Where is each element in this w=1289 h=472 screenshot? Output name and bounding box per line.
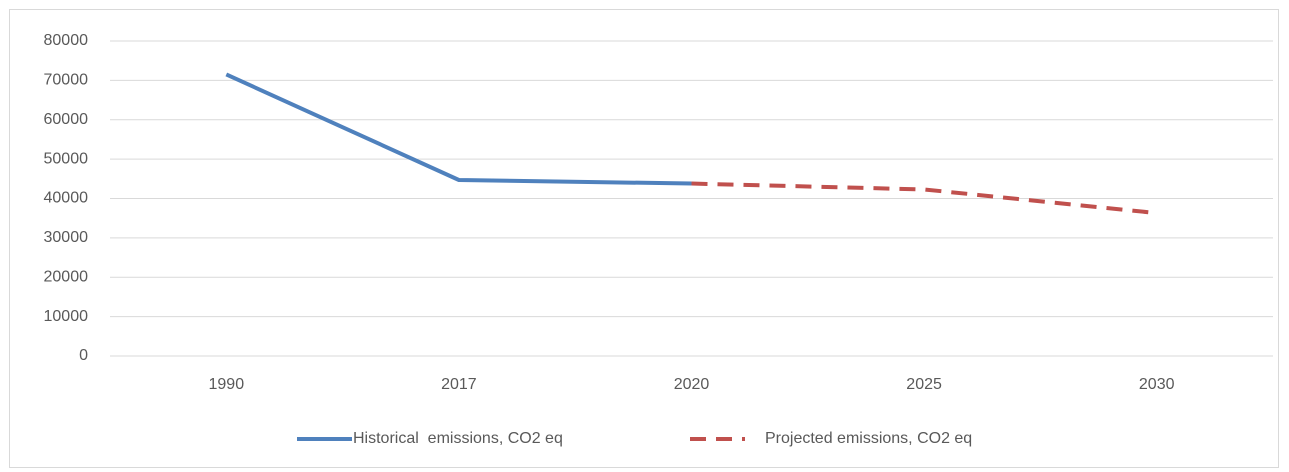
y-tick-label: 40000 (44, 190, 89, 207)
y-tick-label: 50000 (44, 150, 89, 167)
y-tick-label: 70000 (44, 72, 89, 89)
y-tick-label: 10000 (44, 308, 89, 325)
y-tick-label: 30000 (44, 229, 89, 246)
y-tick-label: 60000 (44, 111, 89, 128)
x-tick-label: 2020 (674, 376, 710, 393)
x-tick-label: 2030 (1139, 376, 1175, 393)
legend-label: Historical emissions, CO2 eq (353, 430, 563, 447)
x-tick-label: 1990 (209, 376, 245, 393)
legend-label: Projected emissions, CO2 eq (765, 430, 972, 447)
y-tick-label: 20000 (44, 268, 89, 285)
chart-frame (9, 9, 1279, 468)
y-tick-label: 0 (79, 347, 88, 364)
x-tick-label: 2025 (906, 376, 942, 393)
y-tick-label: 80000 (44, 32, 89, 49)
x-tick-label: 2017 (441, 376, 477, 393)
series-line (225, 72, 692, 186)
